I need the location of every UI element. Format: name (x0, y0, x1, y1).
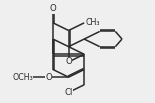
Text: CH₃: CH₃ (85, 18, 100, 27)
Text: O: O (50, 4, 56, 13)
Text: O: O (65, 57, 72, 66)
Text: O: O (45, 73, 52, 82)
Text: OCH₃: OCH₃ (12, 73, 33, 82)
Text: Cl: Cl (64, 88, 73, 97)
